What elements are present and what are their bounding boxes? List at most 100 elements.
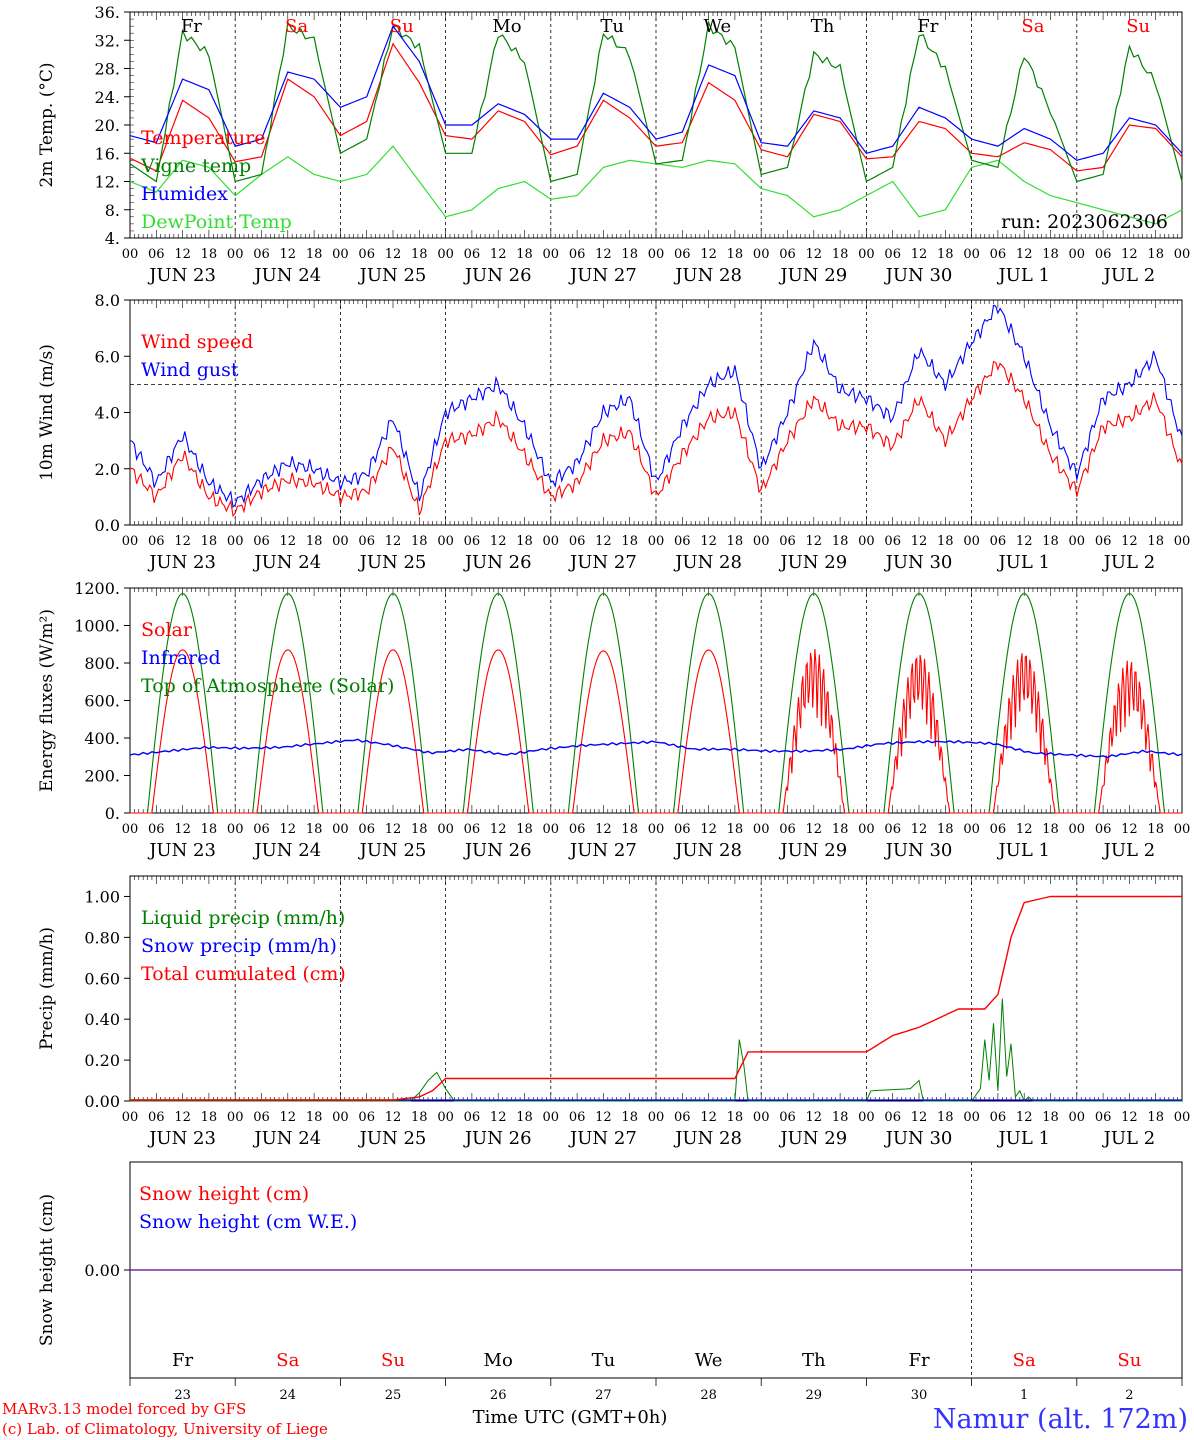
panel-3-frame: 00 06 12 18 JUN 23 00 06 12 18 JUN 24 00 06 12 18 JUN … [37, 579, 1190, 861]
hour-label: 06 [358, 247, 375, 262]
hour-label: 18 [832, 534, 849, 549]
hour-label: 18 [937, 1110, 954, 1125]
series-liquid-precip [130, 998, 1182, 1102]
date-label: JUL 2 [1102, 840, 1156, 861]
y-tick-label: 16. [95, 144, 120, 163]
hour-label: 00 [437, 1110, 454, 1125]
top-day-name: Fr [181, 16, 202, 37]
hour-label: 18 [621, 534, 638, 549]
y-tick-label: 4.0 [95, 404, 120, 423]
hour-label: 12 [806, 1110, 823, 1125]
hour-label: 00 [753, 247, 770, 262]
date-label: JUN 29 [778, 265, 847, 286]
top-day-name: Mo [492, 16, 521, 37]
hour-label: 06 [990, 1110, 1007, 1125]
hour-label: 06 [464, 247, 481, 262]
top-day-name: Sa [285, 16, 308, 37]
bottom-day-name: Su [381, 1350, 405, 1371]
date-label: JUN 25 [358, 265, 427, 286]
y-tick-label: 600. [84, 692, 120, 711]
hour-label: 06 [253, 822, 270, 837]
hour-label: 06 [464, 1110, 481, 1125]
panel-2-frame: 00 06 12 18 JUN 23 00 06 12 18 JUN 24 00 06 12 18 JUN … [37, 291, 1190, 573]
hour-label: 00 [227, 534, 244, 549]
hour-label: 18 [1147, 822, 1164, 837]
hour-label: 00 [963, 247, 980, 262]
hour-label: 12 [174, 822, 191, 837]
panel-border [129, 587, 1183, 814]
hour-label: 18 [516, 534, 533, 549]
hour-label: 06 [884, 247, 901, 262]
hour-label: 12 [806, 534, 823, 549]
hour-label: 18 [201, 822, 218, 837]
series-wind-gust [129, 304, 1183, 508]
hour-label: 00 [543, 534, 560, 549]
hour-label: 18 [1147, 534, 1164, 549]
y-tick-label: 24. [95, 88, 120, 107]
y-tick-label: 0.80 [84, 928, 120, 947]
hour-label: 12 [385, 534, 402, 549]
hour-label: 00 [227, 1110, 244, 1125]
series-solar [130, 648, 1182, 814]
hour-label: 12 [174, 247, 191, 262]
legend-entry: Snow precip (mm/h) [141, 935, 337, 957]
hour-label: 00 [753, 822, 770, 837]
date-label: JUL 2 [1102, 265, 1156, 286]
top-day-name: Th [811, 16, 835, 37]
top-day-name: We [704, 16, 732, 37]
hour-label: 18 [411, 247, 428, 262]
hour-label: 00 [122, 247, 139, 262]
hour-label: 12 [490, 1110, 507, 1125]
y-tick-label: 0.0 [95, 516, 120, 535]
hour-label: 00 [858, 1110, 875, 1125]
hour-label: 12 [806, 247, 823, 262]
hour-label: 12 [1016, 534, 1033, 549]
y-axis-title: 2m Temp. (°C) [37, 62, 57, 187]
legend-entry: Liquid precip (mm/h) [141, 907, 345, 929]
hour-label: 18 [306, 822, 323, 837]
hour-label: 18 [1147, 1110, 1164, 1125]
legend-entry: Wind gust [141, 359, 239, 381]
bottom-date-number: 25 [385, 1388, 402, 1403]
hour-label: 12 [1121, 1110, 1138, 1125]
date-label: JUL 2 [1102, 1128, 1156, 1149]
hour-label: 06 [674, 247, 691, 262]
hour-label: 06 [569, 534, 586, 549]
date-label: JUN 23 [147, 1128, 216, 1149]
hour-label: 18 [516, 822, 533, 837]
hour-label: 06 [253, 247, 270, 262]
bottom-date-number: 26 [490, 1388, 507, 1403]
y-axis-title: 10m Wind (m/s) [37, 344, 57, 481]
date-label: JUN 28 [673, 840, 742, 861]
hour-label: 12 [490, 534, 507, 549]
legend-entry: Snow height (cm) [139, 1183, 309, 1205]
bottom-day-name: Sa [276, 1350, 299, 1371]
hour-label: 12 [1121, 822, 1138, 837]
hour-label: 12 [911, 822, 928, 837]
hour-label: 12 [490, 822, 507, 837]
hour-label: 18 [201, 1110, 218, 1125]
hour-label: 06 [1095, 1110, 1112, 1125]
hour-label: 18 [306, 534, 323, 549]
y-tick-label: 32. [95, 31, 120, 50]
series-vigne-temp [129, 20, 1183, 183]
date-label: JUN 24 [252, 840, 321, 861]
hour-label: 18 [621, 1110, 638, 1125]
hour-label: 18 [201, 534, 218, 549]
hour-label: 06 [253, 534, 270, 549]
hour-label: 06 [884, 1110, 901, 1125]
date-label: JUN 28 [673, 552, 742, 573]
hour-label: 18 [832, 247, 849, 262]
hour-label: 18 [832, 1110, 849, 1125]
y-tick-label: 1200. [74, 579, 120, 598]
run-label: run: 2023062306 [1001, 211, 1168, 233]
hour-label: 12 [490, 247, 507, 262]
top-day-name: Tu [600, 16, 624, 37]
date-label: JUN 30 [884, 265, 953, 286]
date-label: JUN 23 [147, 265, 216, 286]
hour-label: 00 [227, 822, 244, 837]
hour-label: 06 [1095, 534, 1112, 549]
panels-layer: 00 06 12 18 JUN 23 00 06 12 18 JUN 24 00 06 12 18 JUN … [37, 3, 1190, 1403]
y-tick-label: 4. [105, 229, 120, 248]
y-tick-label: 28. [95, 60, 120, 79]
